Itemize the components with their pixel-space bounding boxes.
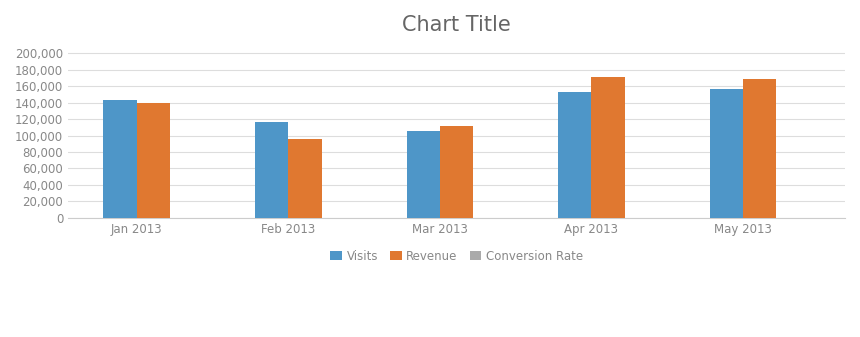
Bar [255,122,288,218]
Bar [407,131,439,218]
Bar [592,77,624,218]
Bar [439,126,473,218]
Bar [558,92,592,218]
Title: Chart Title: Chart Title [402,15,511,35]
Legend: Visits, Revenue, Conversion Rate: Visits, Revenue, Conversion Rate [325,245,588,267]
Bar [743,80,777,218]
Bar [103,100,137,218]
Bar [137,103,170,218]
Bar [288,139,322,218]
Bar [710,89,743,218]
